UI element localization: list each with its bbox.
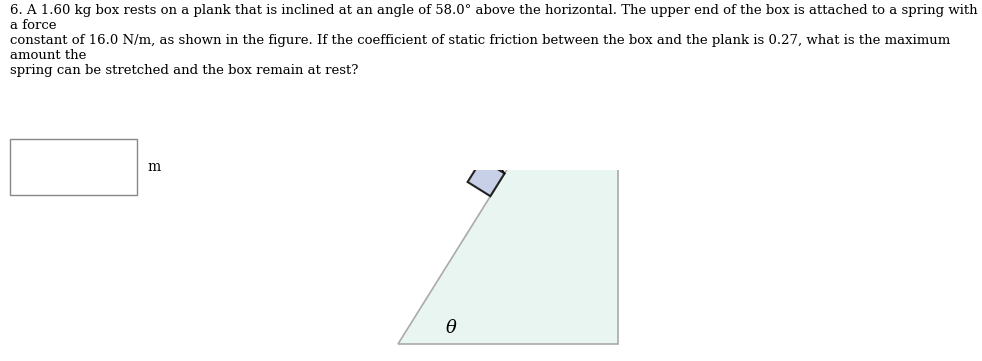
Polygon shape xyxy=(467,159,505,196)
Text: θ: θ xyxy=(446,319,457,337)
FancyBboxPatch shape xyxy=(371,164,650,361)
Polygon shape xyxy=(398,0,618,344)
Text: 6. A 1.60 kg box rests on a plank that is inclined at an angle of 58.0° above th: 6. A 1.60 kg box rests on a plank that i… xyxy=(10,4,977,77)
Text: m: m xyxy=(147,160,160,174)
FancyBboxPatch shape xyxy=(10,139,137,195)
